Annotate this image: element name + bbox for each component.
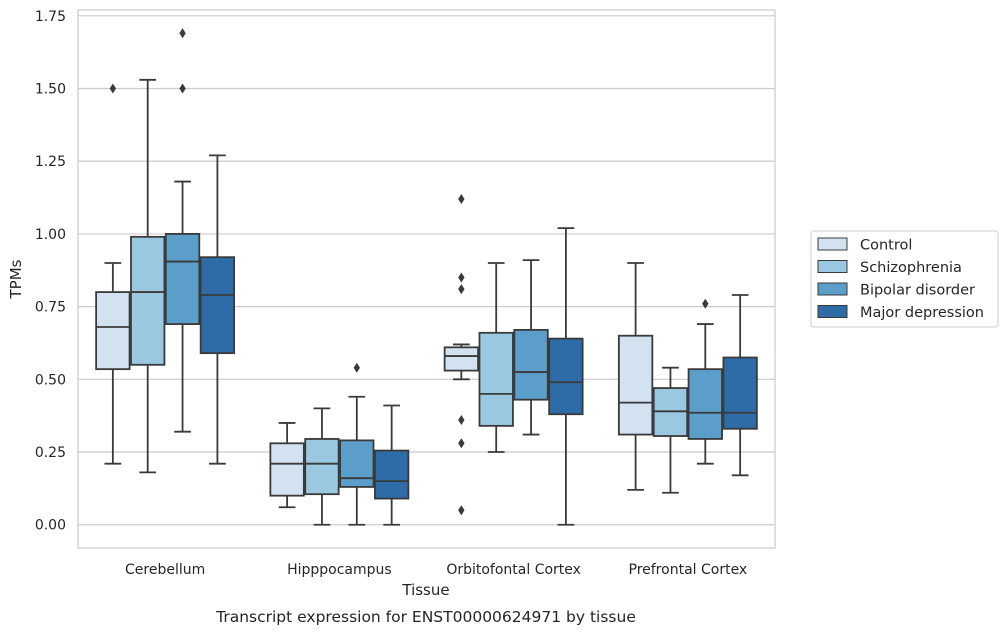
x-tick-label: Prefrontal Cortex — [629, 562, 748, 578]
x-axis-label: Tissue — [401, 581, 449, 599]
y-tick-label: 0.00 — [35, 518, 66, 534]
iqr-box — [304, 438, 340, 496]
legend: Control Schizophrenia Bipolar disorder Majo… — [810, 230, 999, 328]
box-control — [443, 194, 479, 516]
iqr-box — [339, 439, 375, 488]
y-axis-label: TPMs — [7, 259, 25, 299]
y-tick-label: 0.50 — [35, 372, 66, 388]
outlier-point — [458, 505, 465, 516]
legend-label: Control — [860, 238, 912, 254]
iqr-box — [513, 328, 549, 401]
box-schizophrenia — [652, 366, 689, 494]
outlier-point — [458, 438, 465, 449]
x-tick-labels: Cerebellum Hipppocampus Orbitofontal Corte… — [125, 562, 747, 578]
legend-swatch — [817, 237, 848, 251]
box-control — [95, 83, 131, 465]
y-tick-label: 1.00 — [35, 227, 66, 243]
y-tick-label: 0.75 — [35, 300, 66, 316]
box-bipolar-disorder — [339, 362, 375, 526]
box-schizophrenia — [478, 262, 514, 453]
legend-frame — [810, 230, 999, 328]
box-control — [269, 422, 305, 509]
legend-label: Major depression — [860, 305, 984, 321]
legend-swatch — [817, 305, 848, 318]
outlier-point — [179, 83, 186, 94]
iqr-box — [374, 449, 410, 500]
outlier-point — [109, 83, 117, 94]
outlier-point — [458, 284, 465, 295]
outlier-point — [458, 272, 465, 283]
box-schizophrenia — [304, 407, 340, 526]
boxes — [95, 28, 758, 526]
box-bipolar-disorder — [164, 28, 201, 433]
y-tick-label: 1.50 — [35, 82, 66, 98]
box-control — [617, 262, 654, 491]
legend-swatch — [817, 260, 848, 273]
box-major-depression — [548, 227, 584, 526]
legend-swatch — [817, 282, 848, 296]
chart-caption: Transcript expression for ENST0000062497… — [215, 608, 636, 626]
box-schizophrenia — [130, 78, 166, 474]
outlier-point — [353, 362, 360, 373]
box-major-depression — [199, 154, 236, 465]
y-tick-labels: 0.00 0.25 0.50 0.75 1.00 1.25 1.50 1.75 — [35, 9, 66, 534]
x-tick-label: Cerebellum — [125, 562, 205, 578]
box-major-depression — [722, 294, 758, 477]
box-major-depression — [374, 404, 410, 526]
iqr-box — [95, 291, 131, 371]
box-bipolar-disorder — [513, 259, 549, 436]
outlier-point — [458, 415, 465, 426]
outlier-point — [458, 194, 465, 205]
iqr-box — [130, 235, 166, 366]
iqr-box — [548, 337, 584, 416]
outlier-point — [702, 298, 709, 309]
iqr-box — [478, 331, 514, 427]
legend-label: Bipolar disorder — [860, 283, 975, 299]
legend-items: Control Schizophrenia Bipolar disorder Majo… — [817, 237, 984, 321]
outlier-point — [179, 28, 186, 39]
iqr-box — [617, 334, 654, 436]
box-bipolar-disorder — [687, 298, 723, 465]
y-tick-label: 0.25 — [35, 445, 66, 461]
y-tick-label: 1.75 — [35, 9, 66, 25]
y-tick-label: 1.25 — [35, 154, 66, 170]
iqr-box — [269, 442, 305, 497]
x-tick-label: Hipppocampus — [287, 562, 392, 578]
iqr-box — [164, 233, 201, 325]
legend-label: Schizophrenia — [860, 260, 962, 276]
iqr-box — [722, 356, 758, 430]
plot-frame — [77, 9, 776, 549]
x-tick-label: Orbitofontal Cortex — [446, 562, 581, 578]
iqr-box — [687, 368, 723, 440]
iqr-box — [443, 346, 479, 372]
iqr-box — [199, 256, 236, 355]
